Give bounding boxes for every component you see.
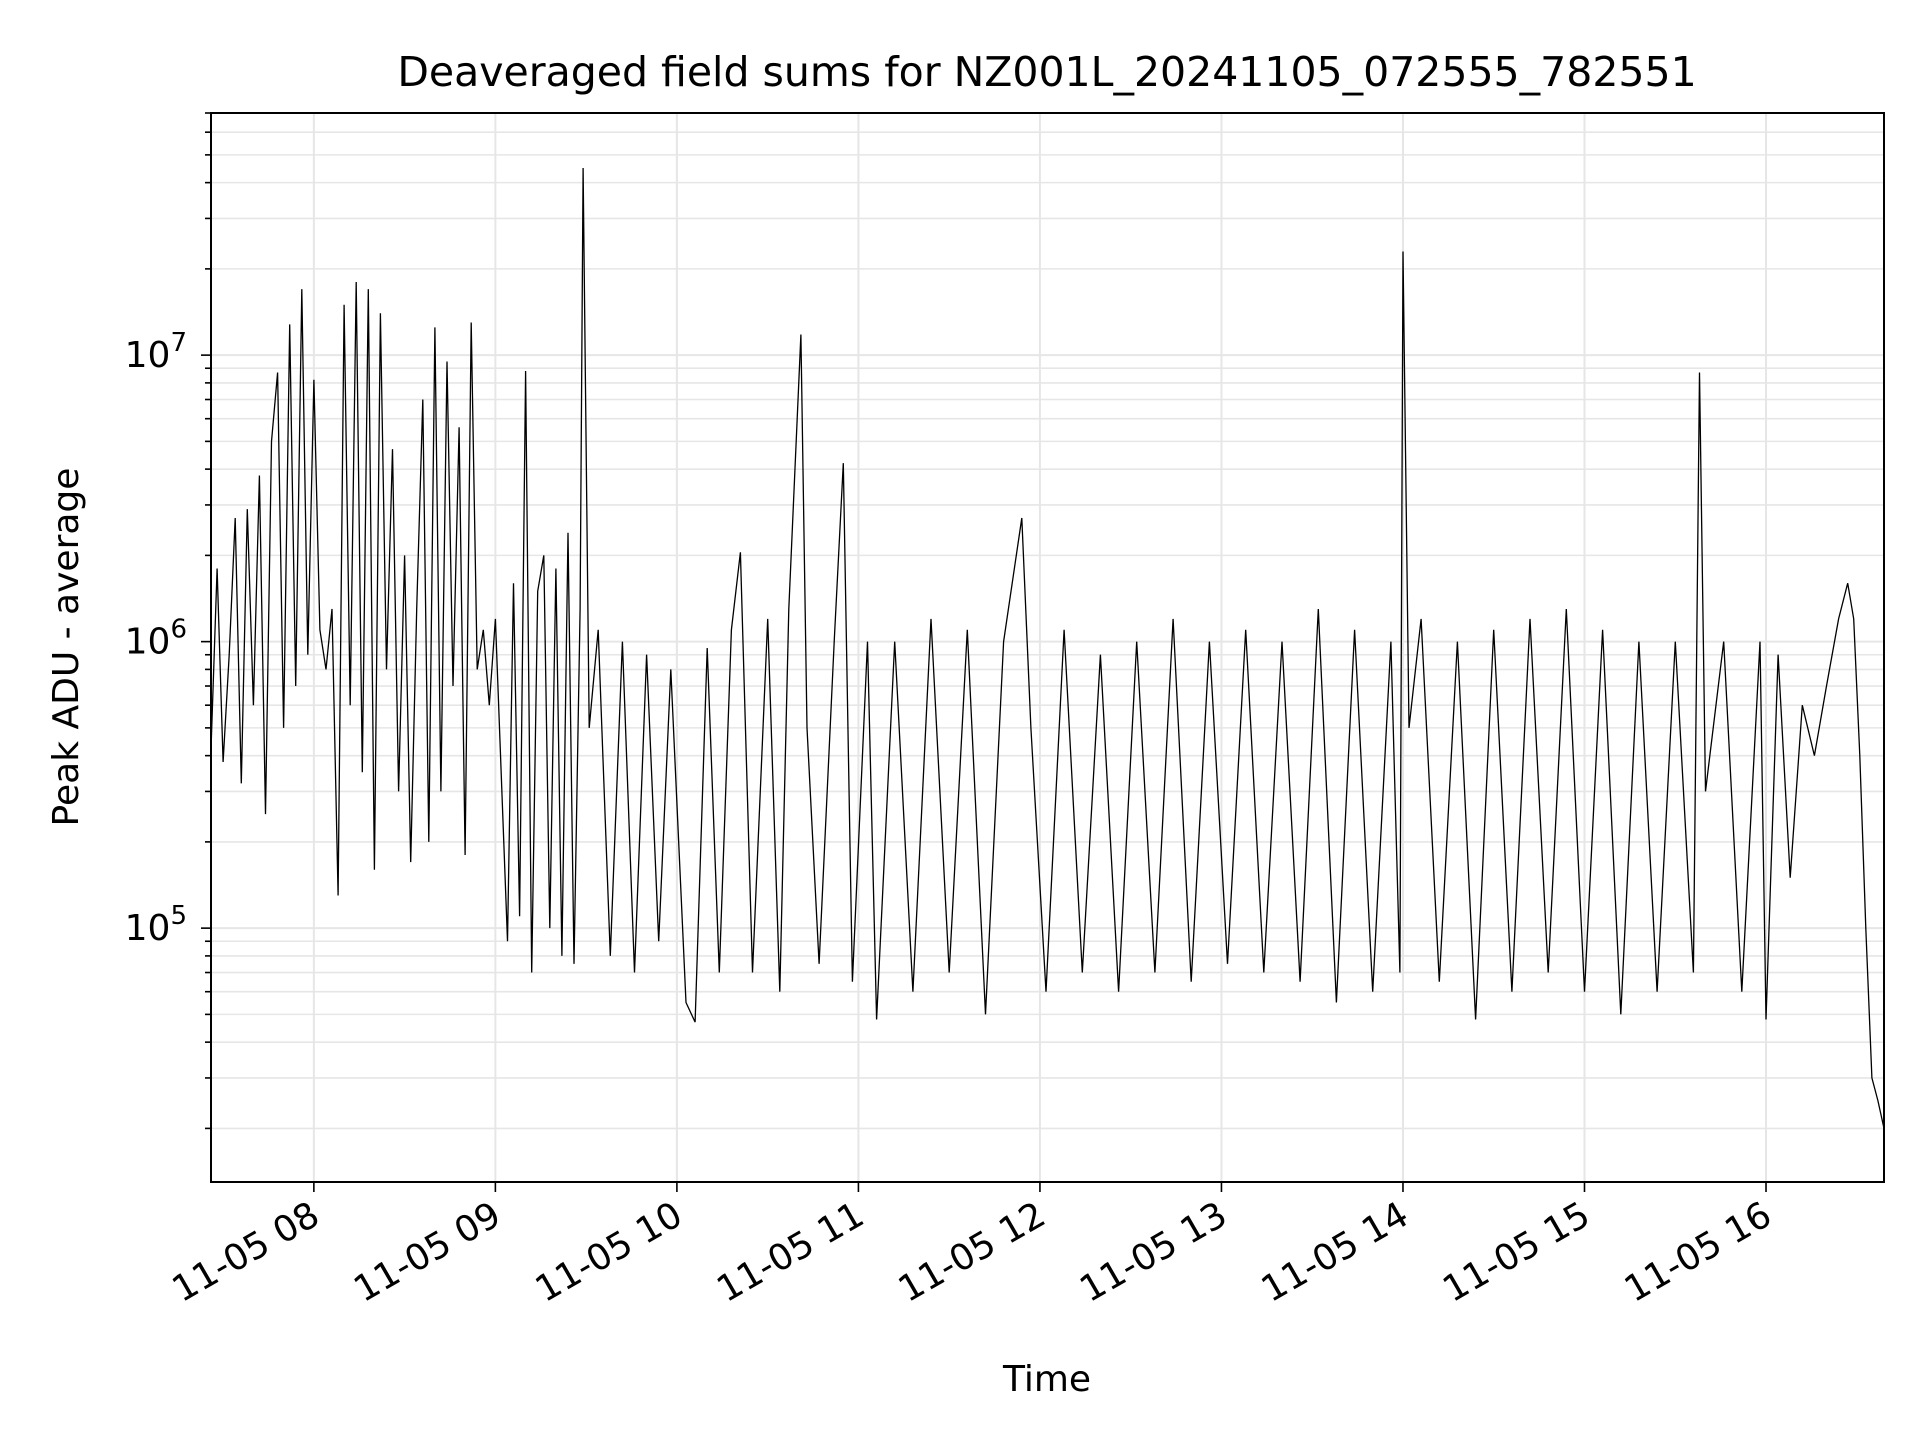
series-line	[210, 167, 1885, 1129]
plot-frame	[210, 112, 1885, 1183]
grid	[211, 112, 1884, 1182]
y-tick-label: 105	[125, 901, 187, 949]
y-tick-label: 107	[125, 328, 187, 376]
y-tick-label: 106	[125, 615, 187, 663]
chart-title: Deaveraged field sums for NZ001L_2024110…	[397, 48, 1696, 96]
x-axis-label: Time	[1002, 1359, 1091, 1400]
series-layer	[210, 167, 1885, 1129]
y-axis-label: Peak ADU - average	[46, 468, 87, 827]
